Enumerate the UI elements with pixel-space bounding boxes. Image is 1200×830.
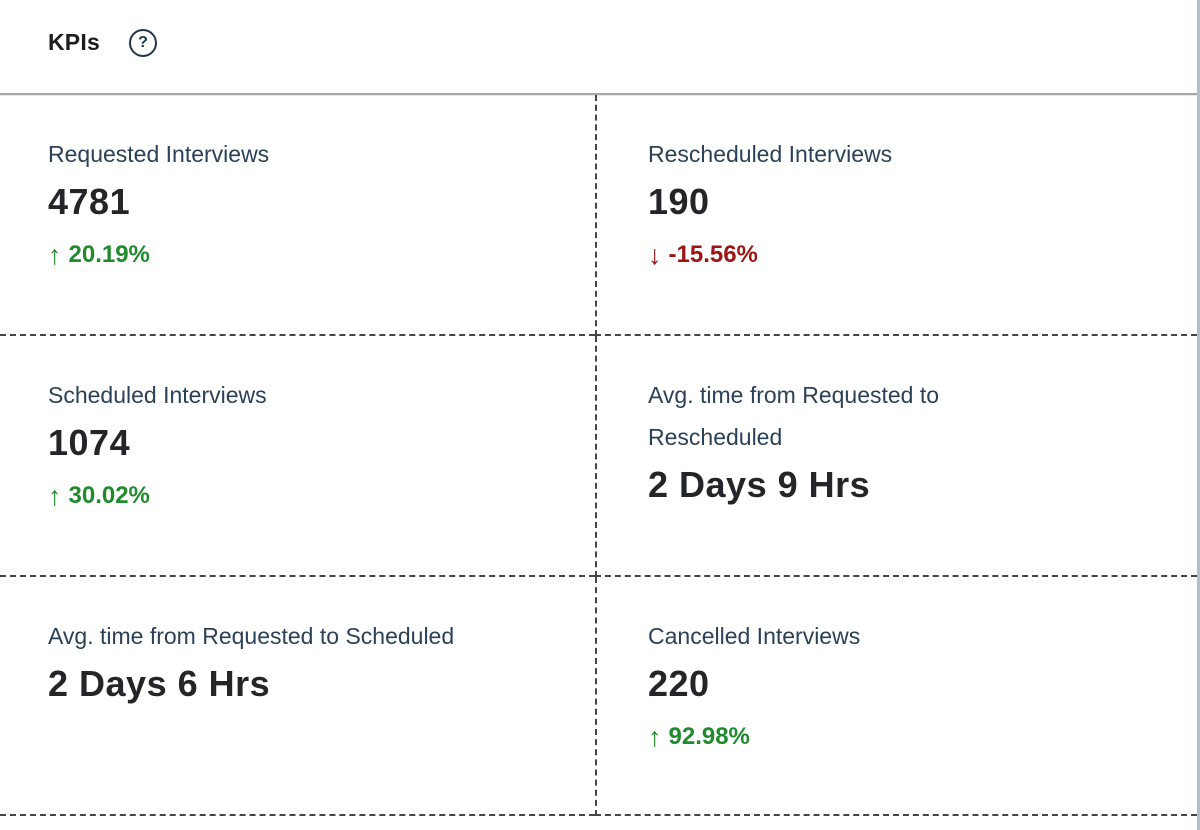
kpi-change-value: 20.19% <box>68 241 150 268</box>
kpi-label: Avg. time from Requested to Scheduled <box>48 623 455 649</box>
kpi-label: Requested Interviews <box>48 141 270 167</box>
kpi-change: ↑ 20.19% <box>48 239 555 271</box>
kpi-value: 1074 <box>48 422 131 463</box>
kpi-value: 4781 <box>48 181 131 222</box>
question-mark-glyph: ? <box>138 34 148 51</box>
up-arrow-icon: ↑ <box>648 722 662 752</box>
kpi-label: Scheduled Interviews <box>48 382 267 408</box>
kpi-tile-avg-time-requested-to-rescheduled: Avg. time from Requested to Rescheduled … <box>595 336 1197 577</box>
up-arrow-icon: ↑ <box>48 240 62 270</box>
kpi-label: Rescheduled Interviews <box>648 141 893 167</box>
kpi-change: ↑ 30.02% <box>48 480 555 512</box>
kpi-tile-avg-time-requested-to-scheduled: Avg. time from Requested to Scheduled 2 … <box>0 577 595 816</box>
kpi-grid: Requested Interviews 4781 ↑ 20.19% Resch… <box>0 95 1197 816</box>
kpi-tile-requested-interviews: Requested Interviews 4781 ↑ 20.19% <box>0 95 595 336</box>
up-arrow-icon: ↑ <box>48 481 62 511</box>
down-arrow-icon: ↓ <box>648 240 662 270</box>
widget-title: KPIs <box>48 29 100 55</box>
kpi-change-value: 92.98% <box>668 723 750 750</box>
kpi-value: 190 <box>648 181 710 222</box>
kpi-value: 220 <box>648 663 710 704</box>
header-divider <box>0 93 1200 95</box>
help-icon[interactable]: ? <box>129 29 157 57</box>
kpi-label: Cancelled Interviews <box>648 623 861 649</box>
kpi-tile-cancelled-interviews: Cancelled Interviews 220 ↑ 92.98% <box>595 577 1197 816</box>
widget-header: KPIs ? <box>0 0 1200 95</box>
kpi-change: ↓ -15.56% <box>648 239 1157 271</box>
kpi-tile-scheduled-interviews: Scheduled Interviews 1074 ↑ 30.02% <box>0 336 595 577</box>
kpi-value: 2 Days 9 Hrs <box>648 464 871 505</box>
kpi-label: Avg. time from Requested to Rescheduled <box>648 382 940 450</box>
kpi-value: 2 Days 6 Hrs <box>48 663 271 704</box>
panel-right-border <box>1197 0 1200 830</box>
kpi-change-value: 30.02% <box>68 482 150 509</box>
kpi-tile-rescheduled-interviews: Rescheduled Interviews 190 ↓ -15.56% <box>595 95 1197 336</box>
kpi-change: ↑ 92.98% <box>648 721 1157 753</box>
kpi-change-value: -15.56% <box>668 241 758 268</box>
